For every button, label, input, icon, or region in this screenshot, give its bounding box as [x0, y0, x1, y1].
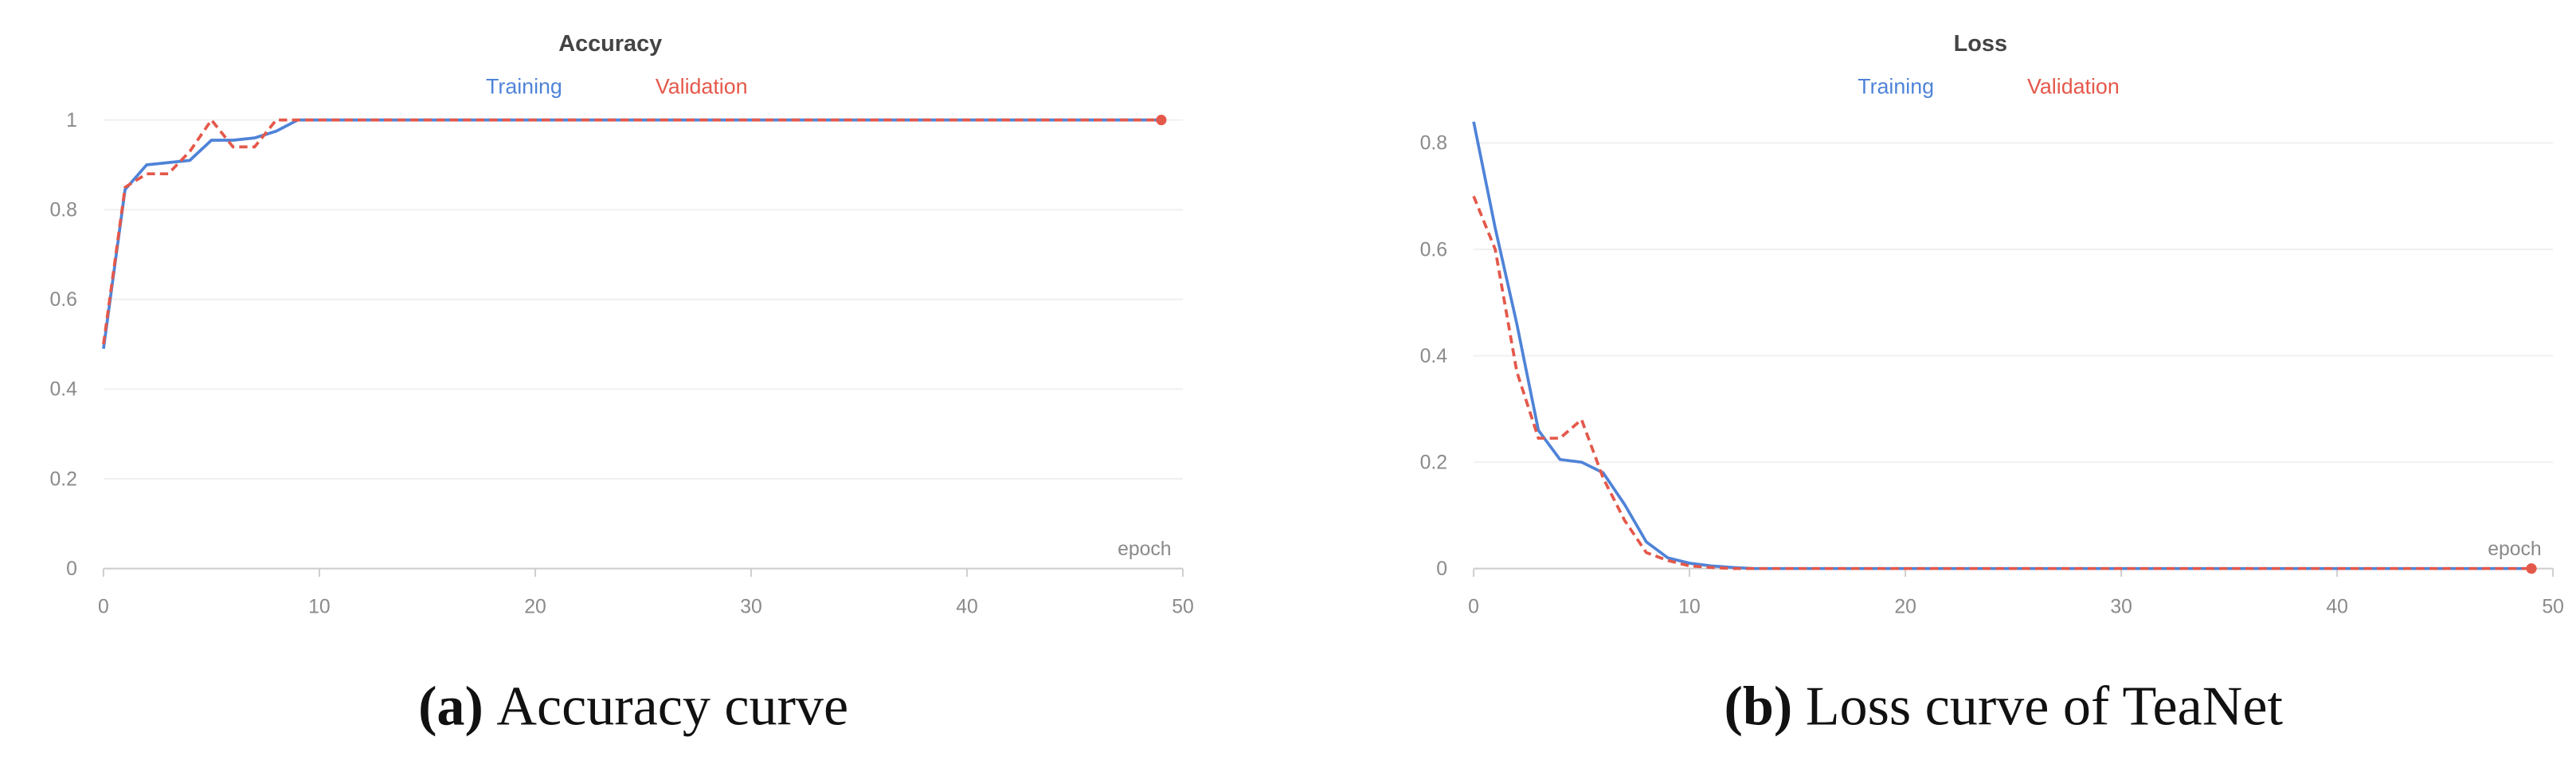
x-tick-label: 10 [1678, 596, 1701, 617]
x-axis-label: epoch [1118, 539, 1171, 560]
y-tick-label: 0.8 [1420, 133, 1447, 155]
y-tick-label: 0.8 [50, 199, 77, 221]
y-tick-label: 0 [1436, 558, 1447, 580]
x-tick-label: 20 [524, 596, 546, 617]
caption: (a) Accuracy curve [418, 676, 848, 738]
x-tick-label: 10 [308, 596, 331, 617]
y-tick-label: 0.2 [1420, 452, 1447, 473]
x-tick-label: 30 [2110, 596, 2132, 617]
x-tick-label: 50 [1172, 596, 1194, 617]
y-tick-label: 1 [66, 110, 77, 131]
caption: (b) Loss curve of TeaNet [1725, 676, 2284, 738]
caption-text: Loss curve of TeaNet [1806, 676, 2284, 738]
x-tick-label: 0 [1468, 596, 1479, 617]
y-tick-label: 0.2 [50, 468, 77, 490]
chart-title: Accuracy [558, 31, 662, 57]
series-line [102, 117, 1161, 345]
caption-label: (a) [418, 676, 483, 738]
x-tick-label: 0 [98, 596, 109, 617]
caption-label: (b) [1725, 676, 1793, 738]
legend-entry: Training [1858, 75, 1934, 99]
end-point [1156, 115, 1167, 126]
x-tick-label: 30 [740, 596, 762, 617]
end-point [2526, 563, 2537, 574]
x-tick-label: 40 [2326, 596, 2348, 617]
chart-title: Loss [1954, 31, 2007, 57]
x-tick-label: 40 [956, 596, 978, 617]
y-tick-label: 0.6 [50, 289, 77, 311]
series-line [1472, 195, 2532, 570]
series-line [102, 118, 1161, 350]
y-tick-label: 0.4 [50, 379, 78, 401]
x-axis-label: epoch [2488, 539, 2541, 560]
series-line [1472, 121, 2532, 570]
caption-text: Accuracy curve [496, 676, 848, 738]
x-tick-label: 50 [2542, 596, 2564, 617]
x-tick-label: 20 [1894, 596, 1916, 617]
y-tick-label: 0.4 [1420, 346, 1448, 367]
y-tick-label: 0 [66, 558, 77, 580]
legend-entry: Validation [656, 75, 748, 99]
legend-entry: Training [486, 75, 562, 99]
y-tick-label: 0.6 [1420, 239, 1447, 261]
chart: Loss 0 0.2 0.4 0.6 0.8 0 10 20 30 40 50 epoch Trainin… [1420, 31, 2564, 738]
legend-entry: Validation [2027, 75, 2120, 99]
